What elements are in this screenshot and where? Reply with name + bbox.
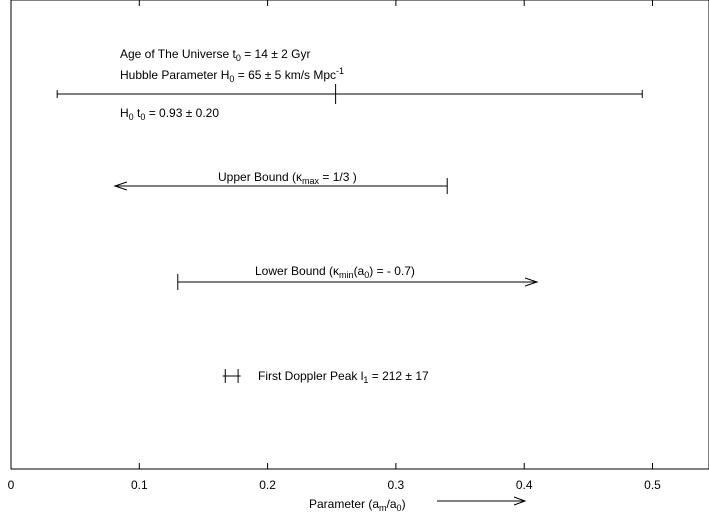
x-ticks: 0 0.1 0.2 0.3 0.4 0.5 bbox=[8, 0, 661, 492]
data-rows: Age of The Universe t0 = 14 ± 2 Gyr Hubbl… bbox=[56, 47, 643, 385]
x-tick-label: 0 bbox=[8, 478, 15, 492]
x-tick-label: 0.5 bbox=[644, 478, 661, 492]
row-annotation: First Doppler Peak l1 = 212 ± 17 bbox=[258, 369, 429, 385]
row-annotation: Lower Bound (κmin(a0) = - 0.7) bbox=[255, 264, 415, 280]
row-annotation: Upper Bound (κmax = 1/3 ) bbox=[218, 170, 357, 186]
row-errorbar: Age of The Universe t0 = 14 ± 2 Gyr Hubbl… bbox=[56, 47, 643, 122]
bound-arrowhead bbox=[113, 181, 128, 191]
row-upper-bound: Upper Bound (κmax = 1/3 ) bbox=[113, 170, 448, 194]
row-annotation: Hubble Parameter H0 = 65 ± 5 km/s Mpc-1 bbox=[120, 66, 344, 84]
x-axis-label-sub: m bbox=[379, 503, 387, 513]
plot-frame bbox=[10, 0, 709, 470]
row-point: First Doppler Peak l1 = 212 ± 17 bbox=[222, 369, 429, 385]
x-axis-label: Parameter (am/a0) bbox=[309, 497, 406, 513]
x-axis-label-text: Parameter (a bbox=[309, 497, 379, 511]
row-annotation: H0 t0 = 0.93 ± 0.20 bbox=[120, 106, 219, 122]
x-tick-label: 0.2 bbox=[259, 478, 276, 492]
x-tick-label: 0.4 bbox=[516, 478, 533, 492]
bound-arrowhead bbox=[524, 277, 539, 287]
x-axis-label-mid: /a bbox=[387, 497, 397, 511]
row-annotation: Age of The Universe t0 = 14 ± 2 Gyr bbox=[120, 47, 310, 63]
x-tick-label: 0.1 bbox=[131, 478, 148, 492]
x-tick-label: 0.3 bbox=[388, 478, 405, 492]
row-lower-bound: Lower Bound (κmin(a0) = - 0.7) bbox=[177, 264, 539, 290]
x-axis-label-end: ) bbox=[402, 497, 406, 511]
x-axis-label-sub2: 0 bbox=[397, 503, 402, 513]
x-axis-label-arrowhead bbox=[513, 496, 527, 506]
